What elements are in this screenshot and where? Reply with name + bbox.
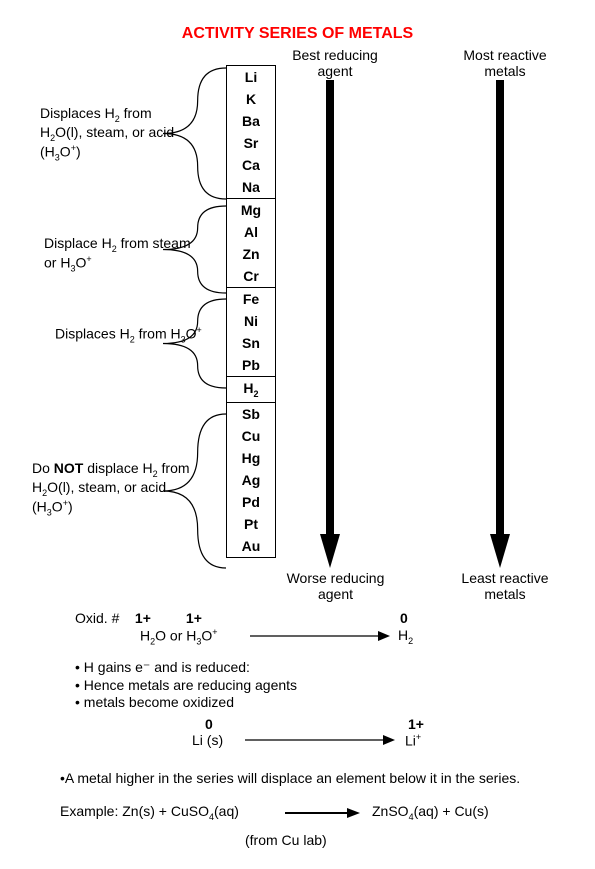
reactivity-arrow: [490, 80, 510, 570]
displacement-note: •A metal higher in the series will displ…: [60, 770, 570, 786]
arrow-2-top-label: Most reactive metals: [450, 47, 560, 79]
oxid-number-zero: 0: [400, 610, 408, 626]
li-oxid-n2: 1+: [408, 716, 424, 732]
example-rhs: ZnSO4(aq) + Cu(s): [372, 803, 489, 822]
example-arrow: [285, 807, 360, 819]
bullet-2: • Hence metals are reducing agents: [75, 677, 297, 693]
li-oxid-n1: 0: [205, 716, 213, 732]
arrow-1-bottom-label: Worse reducing agent: [278, 570, 393, 602]
group-3-label: Displaces H2 from H3O+: [55, 325, 205, 344]
reducing-agent-arrow: [320, 80, 340, 570]
arrow-1-top-label: Best reducing agent: [280, 47, 390, 79]
li-arrow: [245, 734, 395, 746]
bullet-3: • metals become oxidized: [75, 694, 297, 710]
oxid-rhs: H2: [398, 627, 413, 646]
li-rhs: Li+: [405, 732, 421, 749]
example-lhs: Example: Zn(s) + CuSO4(aq): [60, 803, 239, 822]
oxid-arrow: [250, 630, 390, 642]
group-1-label: Displaces H2 from H2O(l), steam, or acid…: [40, 105, 190, 162]
bullet-1: • H gains e⁻ and is reduced:: [75, 659, 297, 676]
oxid-lhs: H2O or H3O+: [140, 627, 218, 646]
group-4-label: Do NOT displace H2 from H2O(l), steam, o…: [32, 460, 192, 517]
li-lhs: Li (s): [192, 732, 223, 748]
oxid-number-row: Oxid. # 1+ 1+: [75, 610, 202, 626]
footer-note: (from Cu lab): [245, 832, 327, 848]
arrow-2-bottom-label: Least reactive metals: [450, 570, 560, 602]
group-2-label: Displace H2 from steam or H3O+: [44, 235, 194, 273]
bullet-list: • H gains e⁻ and is reduced: • Hence met…: [75, 658, 297, 711]
